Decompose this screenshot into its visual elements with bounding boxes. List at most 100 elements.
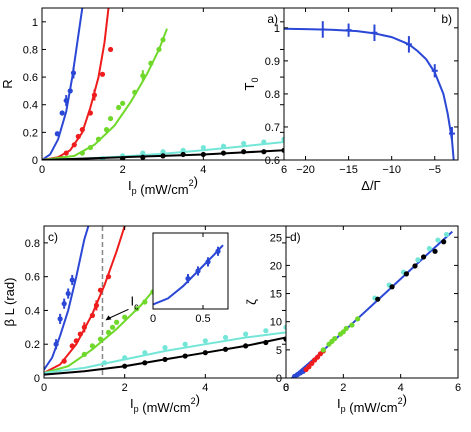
series-red-point <box>314 354 321 360</box>
series-green-point <box>355 316 361 322</box>
x-axis-label: Δ/Γ <box>361 178 380 193</box>
series-red-fit-curve <box>44 226 126 374</box>
y-tick-label: 0 <box>276 373 282 385</box>
series-red-point <box>63 150 69 156</box>
series-blue-point <box>70 70 77 76</box>
series-black-point <box>222 346 229 352</box>
series-green-point <box>156 46 162 53</box>
series-green-point <box>349 322 355 328</box>
y-tick-label: 0 <box>34 373 40 385</box>
x-tick-label: −15 <box>339 164 358 176</box>
x-tick-label: −10 <box>382 164 401 176</box>
y-tick-label: 0.4 <box>25 305 40 317</box>
series-cyan-point <box>243 331 249 337</box>
series-green-point <box>160 37 166 43</box>
series-black-point <box>261 149 267 155</box>
y-tick-label: 1 <box>32 17 38 29</box>
x-tick-label: −5 <box>428 164 441 176</box>
series-green-point <box>87 144 93 151</box>
series-black-point <box>122 363 128 369</box>
series-cyan-point <box>140 150 146 156</box>
series-black-point <box>220 150 227 156</box>
series-green-point <box>320 347 326 353</box>
series-cyan-point <box>222 334 229 341</box>
series-blue-point <box>63 97 69 104</box>
series-red-point <box>309 360 315 366</box>
series-green-fit-curve <box>42 28 168 160</box>
plot-area-d <box>291 230 453 378</box>
series-red-point <box>107 46 114 53</box>
series-green-point <box>122 314 128 320</box>
series-black-point <box>403 271 409 277</box>
series-black-point <box>202 350 208 356</box>
series-red-point <box>87 110 93 116</box>
series-cyan-point <box>443 231 450 238</box>
series-cyan-point <box>241 140 247 147</box>
series-green-point <box>340 329 346 335</box>
series-cyan-point <box>283 324 286 330</box>
axes-frame-b <box>283 7 459 161</box>
y-tick-label: 15 <box>270 289 282 301</box>
series-blue-point <box>53 341 59 347</box>
series-black-point <box>421 254 427 260</box>
series-red-point <box>71 142 77 148</box>
x-tick-label: 2 <box>120 164 126 176</box>
series-cyan-point <box>162 345 168 351</box>
series-blue-fit-curve <box>42 8 84 160</box>
y-tick-label: 0.7 <box>265 122 280 134</box>
series-green-point <box>105 329 112 335</box>
x-tick-label: 6 <box>281 164 287 176</box>
plot-area-c <box>44 226 286 378</box>
series-black-point <box>140 154 146 160</box>
y-tick-label: 20 <box>270 260 282 272</box>
series-blue-point <box>57 316 63 322</box>
series-cyan-point <box>200 144 206 151</box>
series-blue-point <box>54 131 60 137</box>
y-axis-label: T0 <box>242 78 260 91</box>
series-black-point <box>200 151 206 158</box>
panel-a: 0 2 4 600.20.40.60.81 a)Ip (mW/cm2)R <box>0 7 287 197</box>
x-tick-label: 6 <box>455 382 461 394</box>
series-red-point <box>105 274 112 280</box>
series-green-point <box>109 324 116 330</box>
series-black-point <box>283 336 286 342</box>
series-red-point <box>91 92 98 98</box>
series-black-point <box>441 239 447 245</box>
series-cyan-point <box>426 245 432 252</box>
series-cyan-point <box>261 139 267 145</box>
y-tick-label: 0 <box>32 155 38 167</box>
series-black-point <box>375 296 381 302</box>
series-cyan-point <box>160 149 166 155</box>
y-tick-label: 0.6 <box>23 72 38 84</box>
x-axis-label: Ip (mW/cm2) <box>128 174 198 197</box>
series-red-point <box>97 287 104 293</box>
y-tick-label: 0.6 <box>25 272 40 284</box>
series-red-point <box>77 331 83 337</box>
series-black-point <box>180 151 186 158</box>
y-tick-label: 0.8 <box>23 44 38 56</box>
series-cyan-point <box>263 328 269 334</box>
series-blue-point <box>215 248 221 254</box>
series-black-point <box>162 356 168 363</box>
axes-frame-c_inset <box>152 232 229 310</box>
x-tick-label: 6 <box>283 382 289 394</box>
series-blue-point <box>185 276 191 282</box>
x-tick-label: 2 <box>340 382 346 394</box>
series-blue-point <box>61 301 67 307</box>
series-black-point <box>432 248 438 254</box>
series-cyan-point <box>101 360 108 366</box>
series-blue-point <box>69 277 75 283</box>
series-blue-point <box>195 268 201 274</box>
panel-b: −20 −15 −10 −5 0.6 0.7 0.8 0.9 1 b) Δ/Γ T0 <box>242 7 459 193</box>
panel-label: a) <box>267 12 278 26</box>
series-red-point <box>89 312 95 319</box>
y-axis-label: ζ <box>244 299 259 305</box>
x-tick-label: 4 <box>200 164 206 176</box>
panel-c_inset: 0 0.5 <box>150 232 229 325</box>
panel-label: b) <box>441 12 452 26</box>
series-black-point <box>243 343 249 349</box>
y-tick-label: 0.8 <box>265 89 280 101</box>
series-green-point <box>79 150 85 156</box>
series-cyan-point <box>415 257 421 263</box>
